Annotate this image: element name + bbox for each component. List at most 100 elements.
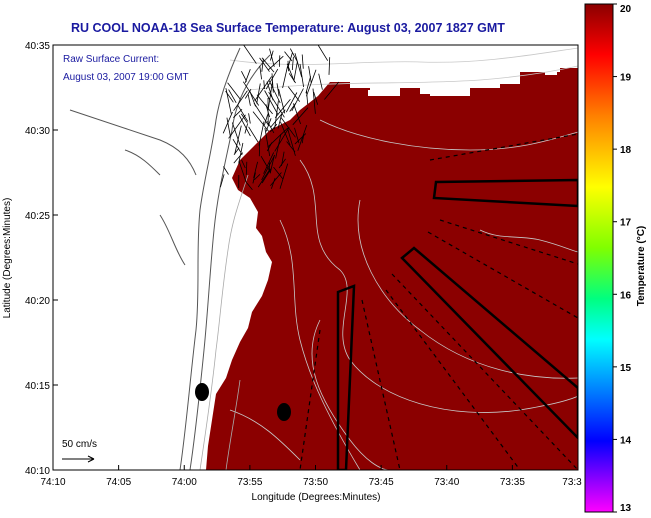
x-tick-label: 73:50 bbox=[303, 477, 328, 488]
current-vector bbox=[279, 163, 289, 189]
current-vector bbox=[225, 88, 232, 114]
current-vector bbox=[238, 142, 244, 164]
current-vector bbox=[289, 48, 298, 63]
current-vector bbox=[248, 126, 259, 143]
current-vector bbox=[244, 123, 249, 134]
current-vector bbox=[273, 166, 284, 180]
current-vector bbox=[231, 122, 241, 146]
current-vector bbox=[256, 83, 261, 104]
current-vector bbox=[263, 152, 275, 174]
current-vector bbox=[258, 121, 265, 146]
current-vector bbox=[233, 109, 243, 118]
x-tick-label: 73:3 bbox=[562, 477, 582, 488]
annotation-line-1: Raw Surface Current: bbox=[63, 54, 159, 65]
current-vector bbox=[247, 94, 251, 106]
current-vector bbox=[252, 111, 270, 132]
current-vector bbox=[291, 88, 304, 112]
y-tick-label: 40:25 bbox=[25, 211, 50, 222]
current-vector bbox=[280, 116, 296, 138]
current-vector bbox=[252, 172, 256, 184]
radar-sectors bbox=[299, 133, 578, 470]
current-vector bbox=[241, 159, 246, 169]
current-vector bbox=[254, 76, 272, 102]
current-vectors bbox=[220, 45, 340, 191]
current-vector bbox=[223, 166, 229, 175]
current-vector bbox=[238, 115, 251, 137]
current-vector bbox=[281, 151, 285, 166]
current-vector bbox=[270, 50, 274, 61]
current-vector bbox=[256, 94, 273, 115]
current-vector bbox=[291, 56, 294, 71]
current-vector bbox=[261, 154, 276, 181]
sst-field bbox=[206, 68, 578, 470]
current-vector bbox=[271, 177, 276, 189]
current-vector bbox=[264, 114, 269, 126]
current-vector bbox=[267, 81, 273, 110]
current-vector bbox=[297, 124, 308, 151]
x-tick-label: 74:10 bbox=[40, 477, 65, 488]
chart-title: RU COOL NOAA-18 Sea Surface Temperature:… bbox=[71, 21, 505, 35]
current-vector bbox=[264, 127, 271, 157]
colorbar-tick-label: 16 bbox=[620, 290, 632, 301]
current-vector bbox=[274, 126, 290, 152]
current-vector bbox=[253, 102, 270, 127]
current-vector bbox=[277, 112, 283, 129]
current-vector bbox=[246, 182, 253, 191]
colorbar-tick-label: 14 bbox=[620, 435, 632, 446]
current-vector bbox=[249, 90, 256, 107]
station-marker bbox=[195, 383, 209, 401]
current-vector bbox=[268, 55, 284, 71]
current-vector bbox=[244, 88, 252, 99]
current-vector bbox=[293, 62, 298, 81]
current-vector bbox=[269, 155, 275, 174]
current-vector bbox=[306, 90, 309, 105]
current-vector bbox=[318, 73, 323, 90]
station-marker bbox=[277, 403, 291, 421]
current-vector bbox=[280, 121, 291, 146]
y-tick-label: 40:30 bbox=[25, 126, 50, 137]
current-vector bbox=[233, 152, 244, 164]
current-vector bbox=[299, 63, 304, 88]
current-vector bbox=[274, 100, 279, 130]
scale-arrow-label: 50 cm/s bbox=[62, 439, 97, 450]
current-vector bbox=[248, 113, 251, 124]
colorbar-label: Temperature (°C) bbox=[636, 226, 647, 307]
colorbar-tick-label: 17 bbox=[620, 218, 632, 229]
current-vector bbox=[288, 73, 296, 84]
current-vector bbox=[243, 45, 257, 64]
x-tick-label: 73:45 bbox=[369, 477, 394, 488]
current-vector bbox=[241, 71, 248, 82]
y-tick-label: 40:15 bbox=[25, 381, 50, 392]
current-vector bbox=[226, 117, 231, 137]
plot-area bbox=[53, 45, 578, 470]
current-vector bbox=[266, 142, 273, 152]
colorbar bbox=[584, 3, 614, 513]
current-vector bbox=[261, 58, 264, 72]
colorbar-tick-label: 20 bbox=[620, 4, 632, 15]
current-vector bbox=[269, 123, 278, 133]
colorbar-tick-label: 18 bbox=[620, 145, 632, 156]
current-vector bbox=[293, 103, 301, 125]
current-vector bbox=[275, 134, 282, 159]
current-vector bbox=[233, 90, 248, 111]
current-vector bbox=[259, 65, 262, 80]
current-vector bbox=[245, 161, 248, 175]
current-vector bbox=[306, 69, 317, 97]
current-vector bbox=[287, 86, 301, 102]
current-vector bbox=[289, 103, 296, 112]
current-vector bbox=[301, 54, 304, 69]
current-vector bbox=[284, 51, 293, 62]
annotation-line-2: August 03, 2007 19:00 GMT bbox=[63, 72, 189, 83]
x-axis-ticks: 74:10 74:05 74:00 73:55 73:50 73:45 73:40 73:35… bbox=[40, 465, 582, 488]
current-vector bbox=[264, 90, 279, 115]
current-vector bbox=[271, 73, 274, 93]
current-vector bbox=[237, 105, 249, 122]
current-vector bbox=[292, 107, 309, 126]
current-vector bbox=[301, 134, 305, 144]
current-vector bbox=[278, 88, 286, 114]
current-vector bbox=[286, 141, 296, 153]
y-tick-label: 40:10 bbox=[25, 466, 50, 477]
y-tick-label: 40:35 bbox=[25, 41, 50, 52]
current-vector bbox=[238, 160, 247, 184]
